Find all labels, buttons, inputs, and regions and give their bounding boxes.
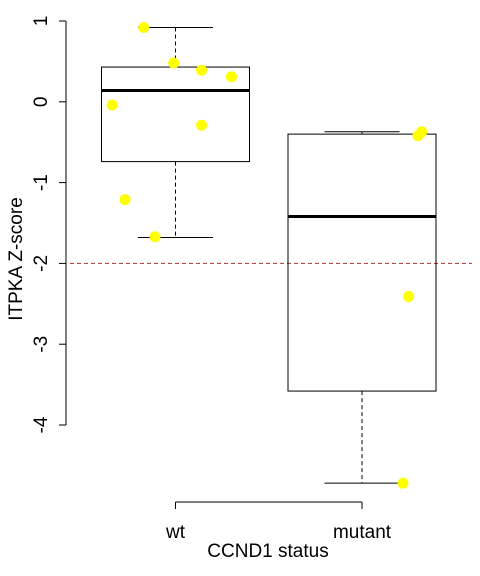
box-body — [288, 134, 436, 391]
data-point-wt-6 — [196, 120, 207, 131]
y-tick-label-4: -2 — [31, 255, 52, 272]
data-point-wt-2 — [168, 58, 179, 69]
data-point-wt-7 — [120, 194, 131, 205]
x-axis-label: CCND1 status — [207, 541, 328, 562]
data-point-mutant-10 — [412, 130, 423, 141]
data-point-wt-8 — [149, 231, 160, 242]
y-tick-label-5: -3 — [31, 336, 52, 353]
y-axis-label: ITPKA Z-score — [6, 197, 27, 321]
y-tick-label-1: 1 — [31, 16, 52, 27]
axes-layer: 1 0 -1 -2 -3 -4 wt mutant — [31, 16, 392, 543]
x-tick-label-mutant: mutant — [333, 522, 392, 543]
y-tick-label-2: 0 — [31, 97, 52, 108]
data-point-wt-3 — [196, 65, 207, 76]
data-point-wt-5 — [107, 100, 118, 111]
y-tick-label-3: -1 — [31, 174, 52, 191]
box-body — [102, 67, 250, 162]
data-point-wt-4 — [226, 71, 237, 82]
x-tick-label-wt: wt — [165, 522, 186, 543]
data-point-mutant-12 — [398, 478, 409, 489]
boxes-layer — [102, 27, 437, 483]
data-point-mutant-11 — [403, 291, 414, 302]
y-tick-label-6: -4 — [31, 416, 52, 433]
box-mutant — [288, 132, 436, 483]
data-point-wt-1 — [138, 22, 149, 33]
